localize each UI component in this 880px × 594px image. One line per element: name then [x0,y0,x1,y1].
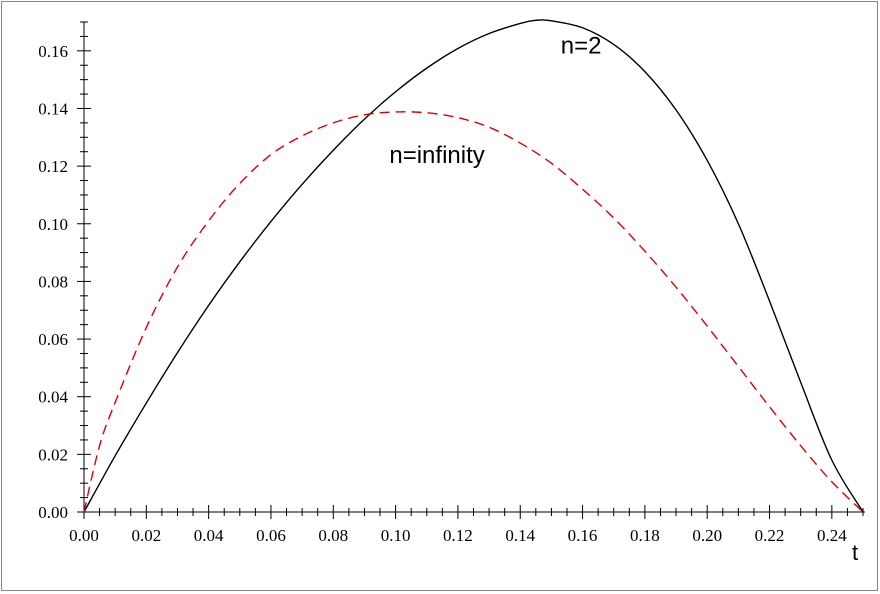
x-tick-label: 0.12 [443,526,473,545]
x-tick-label: 0.24 [817,526,847,545]
x-axis-label: t [852,540,858,565]
x-tick-label: 0.10 [381,526,411,545]
x-tick-label: 0.18 [630,526,660,545]
x-tick-label: 0.02 [131,526,161,545]
y-tick-label: 0.08 [38,272,68,291]
x-tick-label: 0.14 [505,526,535,545]
y-tick-label: 0.12 [38,157,68,176]
y-tick-label: 0.06 [38,330,68,349]
series-line-dashed [83,111,864,513]
x-tick-label: 0.06 [256,526,286,545]
series-line-solid [83,19,864,513]
y-tick-label: 0.00 [38,503,68,522]
x-tick-label: 0.00 [69,526,99,545]
labels: t 0.00 0.02 0.04 0.06 0.08 0.10 0.12 0.14 0.16 0.… [38,33,858,565]
curve-annotation: n=2 [561,33,602,60]
axes [77,21,865,519]
curve-annotation: n=infinity [389,142,484,169]
x-tick-label: 0.16 [568,526,598,545]
y-tick-label: 0.04 [38,388,68,407]
y-tick-label: 0.10 [38,215,68,234]
y-tick-label: 0.16 [38,42,68,61]
series-layer [83,19,864,513]
x-tick-label: 0.22 [755,526,785,545]
y-tick-label: 0.14 [38,99,68,118]
x-tick-label: 0.04 [194,526,224,545]
y-tick-label: 0.02 [38,445,68,464]
x-tick-label: 0.08 [318,526,348,545]
x-tick-label: 0.20 [692,526,722,545]
